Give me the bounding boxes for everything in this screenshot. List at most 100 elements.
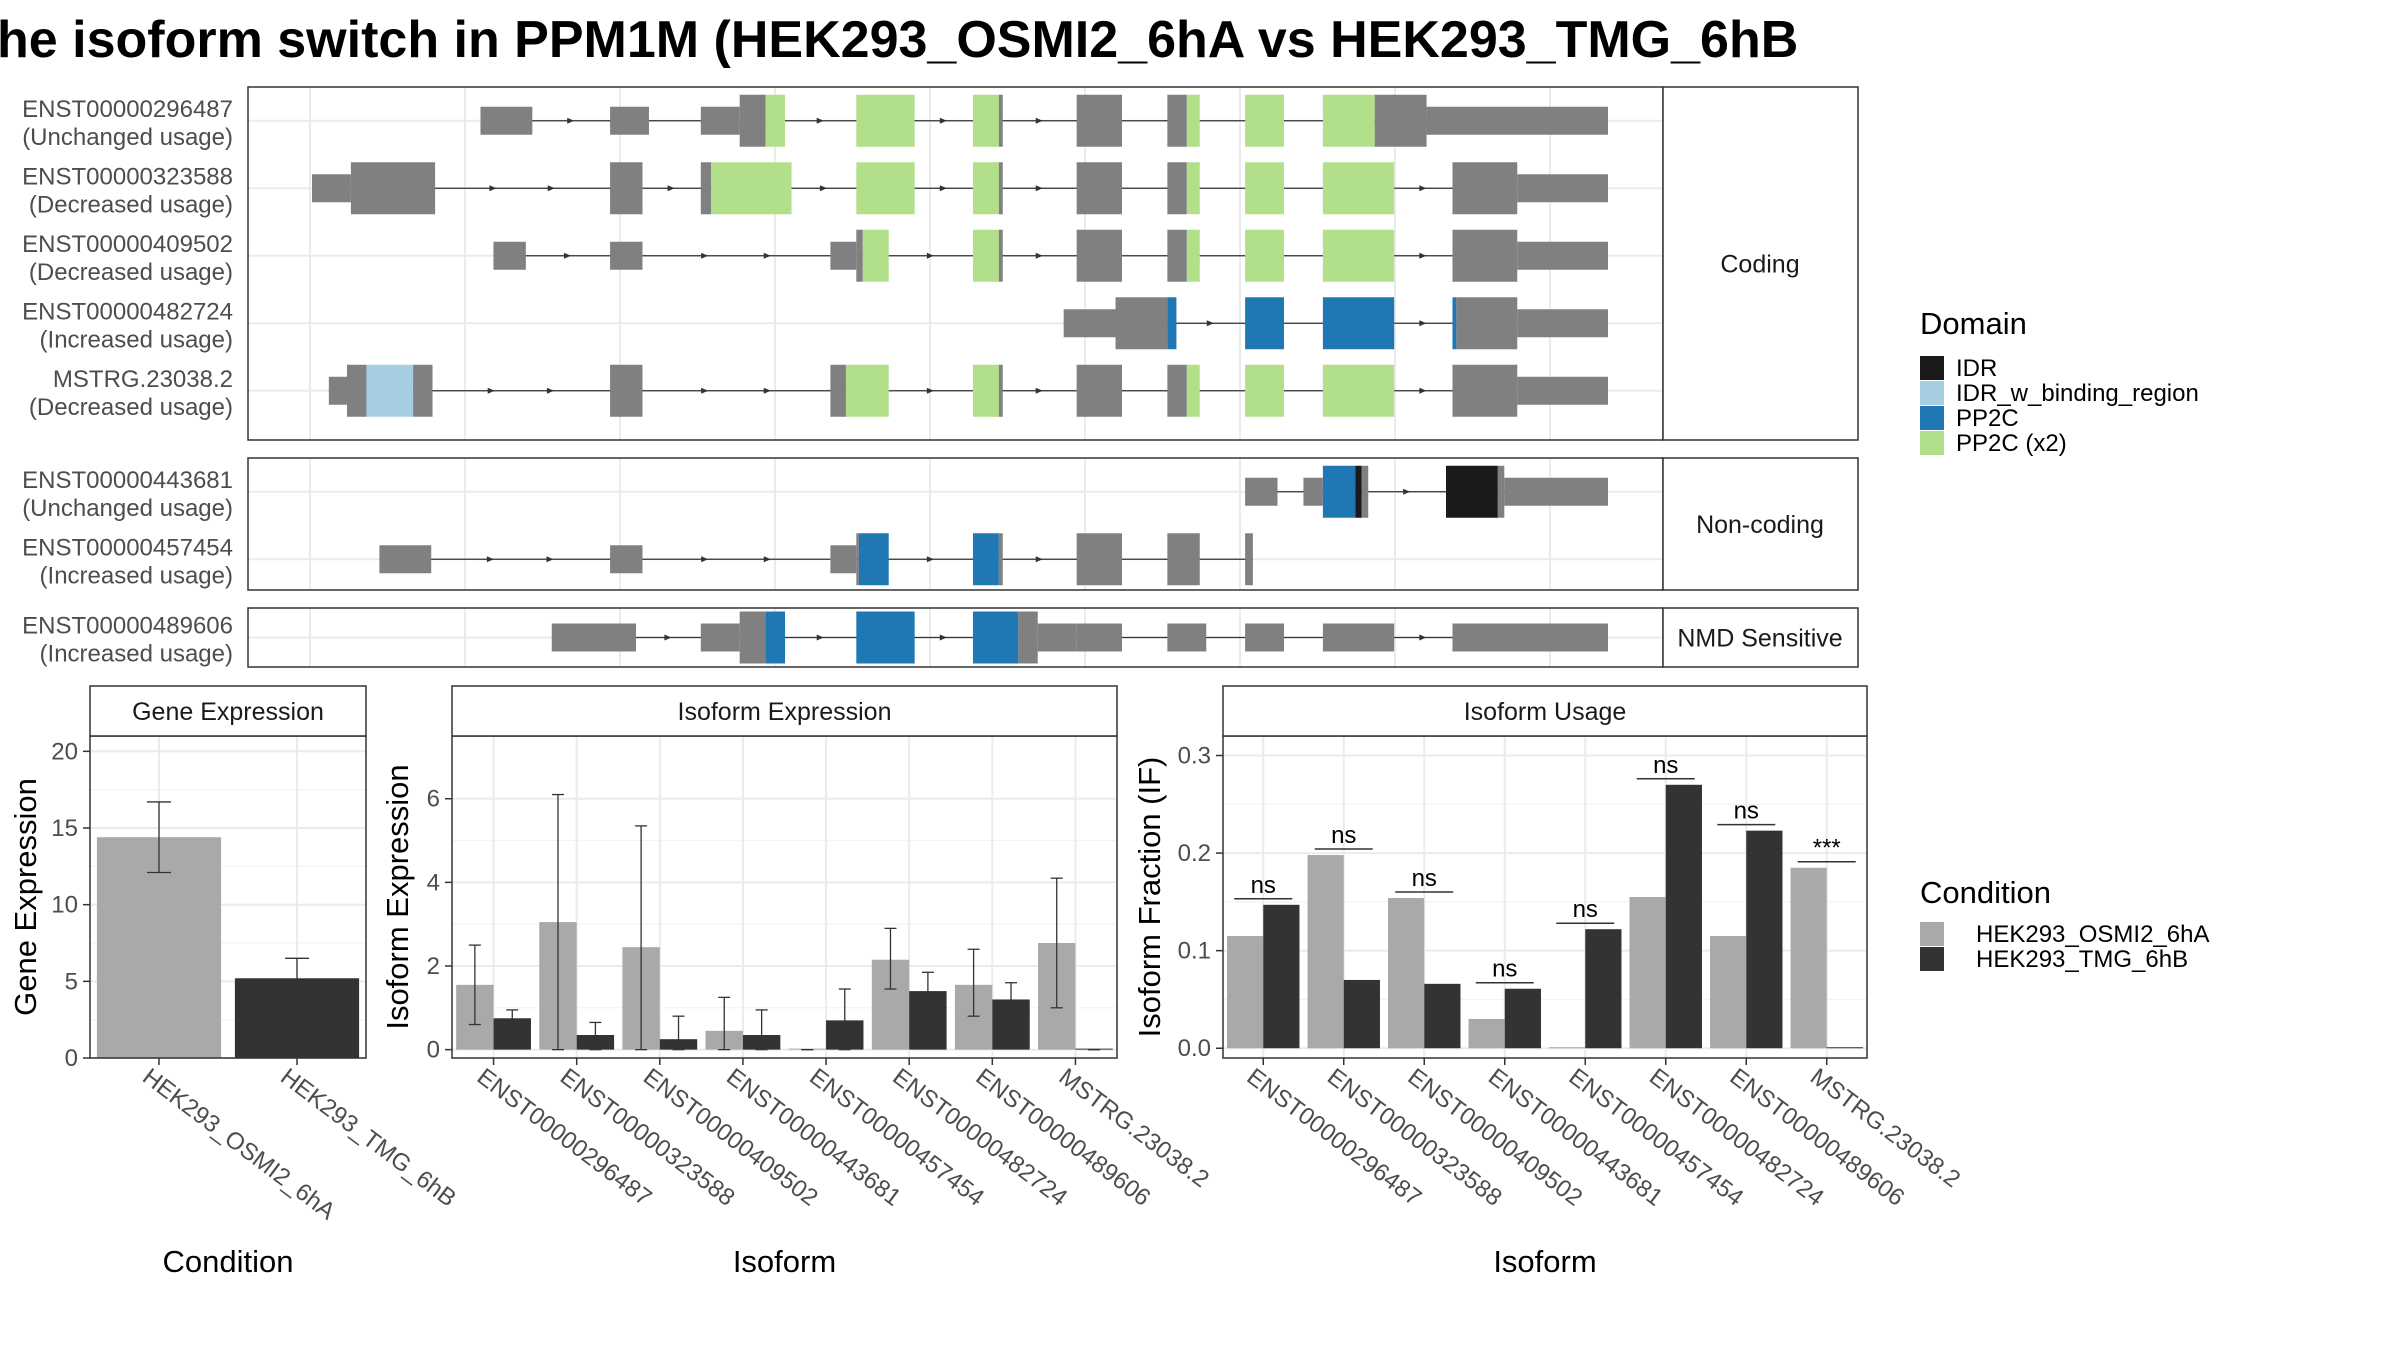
domain-block (1322, 229, 1395, 282)
domain-block (1186, 94, 1200, 147)
domain-block (1245, 94, 1284, 147)
direction-arrow (1035, 387, 1043, 394)
domain-block (1167, 297, 1177, 350)
exon-block (1245, 477, 1278, 506)
direction-arrow (1419, 320, 1427, 327)
domain-block (972, 364, 999, 417)
transcript-name: ENST00000457454 (22, 534, 233, 561)
exon-block (1167, 623, 1207, 652)
direction-arrow (1035, 252, 1043, 259)
facet-strip (1222, 685, 1868, 737)
direction-arrow (667, 185, 675, 192)
direction-arrow (664, 634, 672, 641)
exon-block (480, 106, 533, 135)
chart-title: Gene Expression (132, 698, 324, 726)
bar (1665, 784, 1702, 1049)
exon-block (610, 241, 643, 270)
domain-block (1355, 465, 1362, 518)
significance-label: ns (1251, 872, 1276, 899)
exon-block (610, 545, 643, 574)
direction-arrow (939, 117, 947, 124)
domain-block (856, 611, 915, 664)
y-tick-label: 0 (427, 1037, 440, 1064)
bar (1790, 867, 1827, 1049)
domain-block (1186, 229, 1200, 282)
exon-block (610, 162, 643, 215)
exon-block (1426, 106, 1608, 135)
direction-arrow (926, 252, 934, 259)
domain-block (972, 611, 1019, 664)
direction-arrow (1035, 117, 1043, 124)
domain-block (972, 229, 999, 282)
transcript-usage: (Increased usage) (40, 326, 233, 353)
significance-label: ns (1492, 956, 1517, 983)
facet-strip (451, 685, 1118, 737)
exon-block (350, 162, 436, 215)
transcript-usage: (Decreased usage) (29, 259, 233, 286)
exon-block (998, 94, 1003, 147)
significance-label: *** (1813, 835, 1841, 862)
exon-block (1517, 376, 1608, 405)
domain-block (972, 94, 999, 147)
y-tick-label: 10 (51, 892, 78, 919)
y-axis-title: Isoform Fraction (IF) (1132, 757, 1167, 1038)
direction-arrow (763, 556, 771, 563)
direction-arrow (486, 556, 494, 563)
exon-block (1452, 229, 1518, 282)
legend-swatch (1920, 947, 1944, 971)
y-tick-label: 4 (427, 869, 440, 896)
bar (1424, 983, 1461, 1049)
exon-block (1076, 623, 1122, 652)
direction-arrow (939, 634, 947, 641)
exon-block (1322, 623, 1395, 652)
direction-arrow (1035, 185, 1043, 192)
bar (1343, 979, 1380, 1049)
domain-block (1245, 297, 1284, 350)
y-tick-label: 5 (65, 968, 78, 995)
direction-arrow (701, 556, 709, 563)
transcript-name: ENST00000409502 (22, 231, 233, 258)
direction-arrow (489, 185, 497, 192)
domain-block (1186, 364, 1200, 417)
exon-block (998, 162, 1003, 215)
transcript-usage: (Decreased usage) (29, 394, 233, 421)
direction-arrow (816, 117, 824, 124)
exon-block (493, 241, 526, 270)
transcript-name: ENST00000443681 (22, 467, 233, 494)
direction-arrow (701, 387, 709, 394)
exon-block (830, 241, 857, 270)
exon-block (998, 364, 1003, 417)
exon-block (1517, 241, 1608, 270)
significance-label: ns (1653, 752, 1678, 779)
x-axis-title: Isoform (733, 1244, 836, 1279)
bar (1629, 897, 1666, 1049)
direction-arrow (1419, 252, 1427, 259)
domain-block (711, 162, 792, 215)
legend-swatch (1920, 381, 1944, 405)
direction-arrow (763, 252, 771, 259)
transcript-structure-plot: ENST00000296487(Unchanged usage)ENST0000… (22, 86, 1859, 668)
isoform-expression-chart: Isoform Expression 0 2 4 6 Isoform Expression… (380, 685, 1214, 1279)
legend-swatch (1920, 356, 1944, 380)
exon-block (1361, 465, 1369, 518)
exon-block (1076, 533, 1122, 586)
direction-arrow (567, 117, 575, 124)
exon-block (1076, 162, 1122, 215)
domain-block (862, 229, 889, 282)
exon-block (379, 545, 432, 574)
domain-block (366, 364, 414, 417)
direction-arrow (1419, 387, 1427, 394)
domain-block (765, 94, 786, 147)
direction-arrow (763, 387, 771, 394)
bar (1710, 936, 1747, 1049)
y-axis-title: Isoform Expression (380, 764, 415, 1029)
direction-arrow (1206, 320, 1214, 327)
y-tick-label: 15 (51, 815, 78, 842)
exon-block (1452, 623, 1608, 652)
direction-arrow (563, 252, 571, 259)
legend-title: Condition (1920, 875, 2051, 910)
legend-title: Domain (1920, 306, 2027, 341)
y-tick-label: 0 (65, 1045, 78, 1072)
